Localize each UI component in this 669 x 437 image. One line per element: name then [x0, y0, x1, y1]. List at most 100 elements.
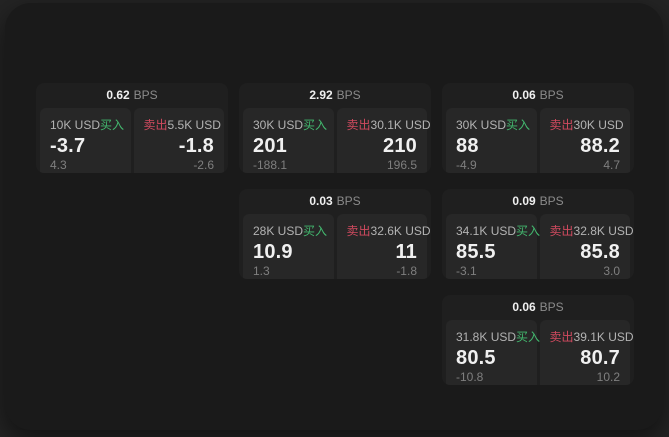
buy-panel[interactable]: 31.8K USD 买入 80.5 -10.8: [446, 320, 540, 385]
sell-panel[interactable]: 卖出 30.1K USD 210 196.5: [336, 108, 431, 173]
card-header: 0.06 BPS: [442, 295, 634, 320]
bps-unit-label: BPS: [539, 88, 564, 102]
buy-sub-value: -4.9: [456, 158, 477, 172]
bps-value: 0.06: [512, 300, 536, 314]
bps-value: 0.62: [106, 88, 130, 102]
buy-panel[interactable]: 30K USD 买入 201 -188.1: [243, 108, 334, 173]
buy-size-label: 28K USD: [253, 224, 304, 238]
card-header: 0.03 BPS: [239, 189, 431, 214]
sell-sub-value: -2.6: [193, 158, 214, 172]
buy-sub-value: -3.1: [456, 264, 477, 278]
quote-card[interactable]: 0.03 BPS 28K USD 买入 10.9 1.3 卖出 32.6K US…: [239, 189, 431, 279]
buy-sub-value: -10.8: [456, 370, 484, 384]
buy-size-label: 10K USD: [50, 118, 101, 132]
card-body: 34.1K USD 买入 85.5 -3.1 卖出 32.8K USD 85.8…: [442, 214, 634, 279]
card-body: 31.8K USD 买入 80.5 -10.8 卖出 39.1K USD 80.…: [442, 320, 634, 385]
sell-size-label: 32.6K USD: [370, 224, 431, 238]
bps-value: 0.03: [309, 194, 333, 208]
sell-size-label: 39.1K USD: [573, 330, 634, 344]
buy-size-label: 34.1K USD: [456, 224, 517, 238]
buy-sub-value: -188.1: [253, 158, 288, 172]
buy-side-label: 买入: [506, 118, 531, 132]
sell-size-label: 30.1K USD: [370, 118, 431, 132]
quote-card[interactable]: 0.06 BPS 30K USD 买入 88 -4.9 卖出 30K USD 8…: [442, 83, 634, 173]
buy-price-value: 10.9: [253, 241, 293, 263]
sell-size-label: 30K USD: [573, 118, 624, 132]
bps-unit-label: BPS: [336, 88, 361, 102]
sell-panel[interactable]: 卖出 30K USD 88.2 4.7: [539, 108, 630, 173]
bps-unit-label: BPS: [133, 88, 158, 102]
sell-sub-value: -1.8: [396, 264, 417, 278]
quote-card[interactable]: 0.06 BPS 31.8K USD 买入 80.5 -10.8 卖出 39.1…: [442, 295, 634, 385]
sell-side-label: 卖出: [346, 224, 371, 238]
buy-side-label: 买入: [516, 330, 541, 344]
buy-price-value: 201: [253, 135, 287, 157]
sell-size-label: 32.8K USD: [573, 224, 634, 238]
card-header: 0.62 BPS: [36, 83, 228, 108]
buy-sub-value: 4.3: [50, 158, 67, 172]
buy-panel-header: 10K USD 买入: [50, 116, 125, 133]
sell-panel[interactable]: 卖出 32.8K USD 85.8 3.0: [539, 214, 634, 279]
card-header: 2.92 BPS: [239, 83, 431, 108]
buy-sub-value: 1.3: [253, 264, 270, 278]
sell-side-label: 卖出: [549, 118, 574, 132]
buy-panel-header: 31.8K USD 买入: [456, 328, 540, 345]
buy-panel-header: 30K USD 买入: [253, 116, 328, 133]
quote-card[interactable]: 2.92 BPS 30K USD 买入 201 -188.1 卖出 30.1K …: [239, 83, 431, 173]
card-body: 28K USD 买入 10.9 1.3 卖出 32.6K USD 11 -1.8: [239, 214, 431, 279]
buy-price-value: 80.5: [456, 347, 496, 369]
buy-panel[interactable]: 30K USD 买入 88 -4.9: [446, 108, 537, 173]
sell-panel-header: 卖出 5.5K USD: [143, 116, 221, 133]
buy-panel-header: 34.1K USD 买入: [456, 222, 540, 239]
sell-panel-header: 卖出 32.8K USD: [549, 222, 634, 239]
buy-size-label: 31.8K USD: [456, 330, 517, 344]
card-header: 0.09 BPS: [442, 189, 634, 214]
sell-panel[interactable]: 卖出 5.5K USD -1.8 -2.6: [133, 108, 224, 173]
buy-side-label: 买入: [516, 224, 541, 238]
sell-side-label: 卖出: [143, 118, 168, 132]
buy-size-label: 30K USD: [253, 118, 304, 132]
sell-panel[interactable]: 卖出 32.6K USD 11 -1.8: [336, 214, 431, 279]
sell-price-value: 88.2: [580, 135, 620, 157]
sell-sub-value: 196.5: [386, 158, 417, 172]
quotes-panel: 0.62 BPS 10K USD 买入 -3.7 4.3 卖出 5.5K USD…: [5, 3, 663, 430]
sell-side-label: 卖出: [549, 330, 574, 344]
sell-sub-value: 3.0: [603, 264, 620, 278]
sell-sub-value: 4.7: [603, 158, 620, 172]
sell-price-value: 80.7: [580, 347, 620, 369]
buy-panel[interactable]: 34.1K USD 买入 85.5 -3.1: [446, 214, 540, 279]
sell-size-label: 5.5K USD: [167, 118, 221, 132]
cards-grid: 0.62 BPS 10K USD 买入 -3.7 4.3 卖出 5.5K USD…: [36, 83, 634, 385]
sell-price-value: 210: [383, 135, 417, 157]
buy-panel[interactable]: 28K USD 买入 10.9 1.3: [243, 214, 334, 279]
card-body: 10K USD 买入 -3.7 4.3 卖出 5.5K USD -1.8 -2.…: [36, 108, 228, 173]
sell-price-value: 11: [395, 241, 417, 263]
buy-side-label: 买入: [303, 224, 328, 238]
card-body: 30K USD 买入 88 -4.9 卖出 30K USD 88.2 4.7: [442, 108, 634, 173]
bps-value: 0.09: [512, 194, 536, 208]
sell-price-value: 85.8: [580, 241, 620, 263]
buy-price-value: -3.7: [50, 135, 86, 157]
sell-panel-header: 卖出 32.6K USD: [346, 222, 431, 239]
sell-panel-header: 卖出 30K USD: [549, 116, 624, 133]
sell-panel-header: 卖出 39.1K USD: [549, 328, 634, 345]
buy-panel-header: 28K USD 买入: [253, 222, 328, 239]
buy-panel-header: 30K USD 买入: [456, 116, 531, 133]
buy-side-label: 买入: [100, 118, 125, 132]
bps-unit-label: BPS: [336, 194, 361, 208]
quote-card[interactable]: 0.09 BPS 34.1K USD 买入 85.5 -3.1 卖出 32.8K…: [442, 189, 634, 279]
sell-side-label: 卖出: [346, 118, 371, 132]
sell-side-label: 卖出: [549, 224, 574, 238]
sell-panel[interactable]: 卖出 39.1K USD 80.7 10.2: [539, 320, 634, 385]
bps-value: 2.92: [309, 88, 333, 102]
bps-unit-label: BPS: [539, 194, 564, 208]
bps-value: 0.06: [512, 88, 536, 102]
sell-sub-value: 10.2: [596, 370, 620, 384]
buy-size-label: 30K USD: [456, 118, 507, 132]
buy-price-value: 85.5: [456, 241, 496, 263]
quote-card[interactable]: 0.62 BPS 10K USD 买入 -3.7 4.3 卖出 5.5K USD…: [36, 83, 228, 173]
card-body: 30K USD 买入 201 -188.1 卖出 30.1K USD 210 1…: [239, 108, 431, 173]
buy-side-label: 买入: [303, 118, 328, 132]
card-header: 0.06 BPS: [442, 83, 634, 108]
buy-panel[interactable]: 10K USD 买入 -3.7 4.3: [40, 108, 131, 173]
